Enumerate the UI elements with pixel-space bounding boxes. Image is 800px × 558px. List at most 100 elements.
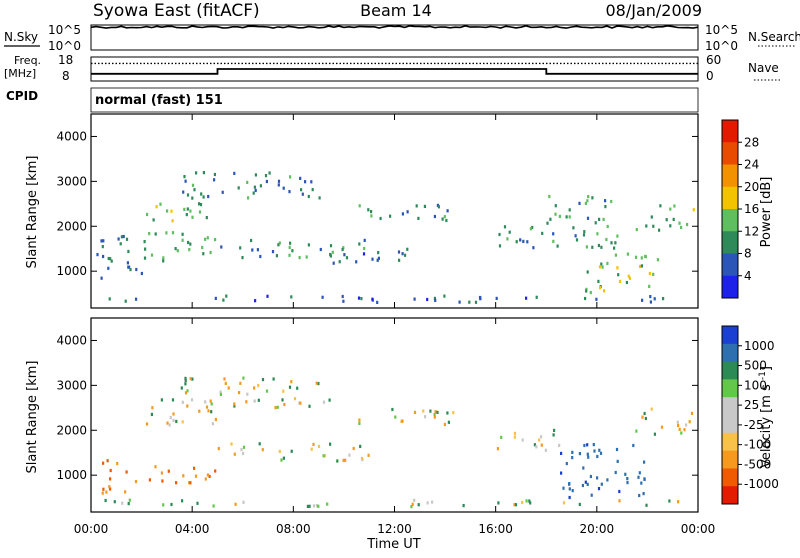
power-cells-cell bbox=[616, 234, 619, 238]
power-cells-cell bbox=[401, 212, 404, 216]
power-cells-cell bbox=[101, 245, 104, 249]
x-tick-label: 16:00 bbox=[478, 522, 513, 536]
vel-cells-cell bbox=[348, 453, 351, 457]
power-cells-cell bbox=[495, 296, 498, 300]
power-cells-cell bbox=[583, 230, 586, 234]
vel-cells-cell bbox=[175, 419, 178, 423]
vel-cells-cell bbox=[219, 390, 222, 394]
vel-cells-cell bbox=[645, 503, 648, 507]
power-ylabel: Slant Range [km] bbox=[25, 156, 40, 269]
vel-cells-cell bbox=[352, 446, 355, 451]
vel-cells-cell bbox=[190, 398, 194, 402]
power-cells-cell bbox=[266, 294, 269, 298]
power-cells-cell bbox=[652, 224, 655, 228]
vel-cells-cell bbox=[217, 447, 220, 451]
power-cells-cell bbox=[290, 295, 293, 299]
vel-cells-cell bbox=[154, 465, 157, 469]
vel-cells-cell bbox=[328, 398, 331, 402]
power-cells-cell bbox=[268, 171, 271, 175]
colorbar-swatch bbox=[722, 186, 738, 210]
vel-cells-cell bbox=[128, 498, 131, 502]
y-tick-label: 4000 bbox=[56, 333, 87, 347]
vel-cells-cell bbox=[230, 442, 233, 446]
power-cells-cell bbox=[310, 180, 313, 184]
power-cells-cell bbox=[626, 252, 629, 256]
power-cells-cell bbox=[183, 175, 186, 179]
power-cells-cell bbox=[498, 232, 501, 237]
colorbar-tick-label: 1000 bbox=[744, 339, 775, 353]
vel-cells-cell bbox=[150, 412, 153, 416]
power-cells-cell bbox=[371, 297, 374, 301]
vel-cells-cell bbox=[219, 392, 222, 396]
power-cells-cell bbox=[596, 232, 599, 236]
power-panel-frame bbox=[90, 113, 699, 309]
power-cells-cell bbox=[531, 225, 534, 230]
power-cells-cell bbox=[589, 291, 592, 295]
colorbar-tick-label: 20 bbox=[744, 180, 759, 194]
power-cells-cell bbox=[610, 199, 613, 204]
power-cells-cell bbox=[423, 204, 426, 208]
vel-cells-cell bbox=[590, 493, 593, 497]
vel-cells-cell bbox=[274, 406, 277, 410]
vel-cells-cell bbox=[637, 475, 640, 479]
power-cells-cell bbox=[585, 245, 588, 249]
colorbar-tick-label: -25 bbox=[744, 418, 764, 432]
nave-tick-top: 60 bbox=[706, 53, 721, 67]
power-cells-cell bbox=[213, 172, 216, 177]
freq-series-line bbox=[91, 68, 698, 75]
power-cells-cell bbox=[252, 191, 255, 195]
vel-cells-cell bbox=[571, 450, 574, 454]
power-cells-cell bbox=[669, 224, 672, 228]
power-cells-cell bbox=[150, 253, 154, 257]
power-cells-cell bbox=[389, 214, 392, 218]
power-cells-cell bbox=[574, 234, 577, 238]
power-cells-cell bbox=[125, 237, 129, 241]
x-tick-label: 20:00 bbox=[580, 522, 615, 536]
x-tick-label: 04:00 bbox=[175, 522, 210, 536]
x-tick-label: 00:00 bbox=[681, 522, 716, 536]
vel-cells-cell bbox=[447, 420, 450, 424]
vel-cells-cell bbox=[245, 400, 248, 404]
velocity-colorbar: 1000 500 100 25 -25 -100 -500 -1000 bbox=[721, 325, 779, 505]
vel-cells-cell bbox=[540, 443, 543, 447]
colorbar-swatch bbox=[722, 231, 738, 254]
vel-cells-cell bbox=[113, 500, 116, 504]
y-tick-label: 1000 bbox=[56, 468, 87, 482]
power-cells-cell bbox=[202, 171, 205, 175]
power-cells-cell bbox=[135, 267, 138, 272]
vel-cells-cell bbox=[521, 500, 524, 505]
power-cells-cell bbox=[601, 265, 604, 269]
power-colorbar: 28 24 20 16 12 8 4 bbox=[721, 119, 759, 299]
power-cells-cell bbox=[639, 264, 642, 269]
power-cells-cell bbox=[508, 230, 511, 234]
power-cells-cell bbox=[613, 246, 616, 250]
power-cells-cell bbox=[445, 218, 448, 223]
vel-cells-cell bbox=[212, 504, 215, 508]
power-cells-cell bbox=[628, 276, 631, 280]
power-cells-cell bbox=[358, 242, 361, 246]
power-cells-cell bbox=[304, 180, 307, 184]
vel-cells-cell bbox=[413, 498, 416, 502]
power-cells-cell bbox=[342, 299, 345, 303]
vel-cells-cell bbox=[410, 505, 413, 509]
vel-cells-cell bbox=[597, 487, 601, 491]
power-cells-cell bbox=[300, 188, 303, 192]
vel-cells-cell bbox=[544, 448, 547, 452]
power-cells-cell bbox=[321, 295, 324, 299]
power-cells-cell bbox=[519, 238, 522, 242]
vel-cells-cell bbox=[172, 418, 175, 422]
vel-cells-cell bbox=[188, 481, 191, 485]
power-cells-cell bbox=[526, 240, 529, 244]
vel-cells-cell bbox=[650, 407, 653, 411]
power-cells-cell bbox=[102, 254, 105, 259]
power-cells-cell bbox=[625, 280, 628, 285]
power-cells-cell bbox=[214, 296, 217, 300]
power-cells-cell bbox=[345, 256, 349, 260]
vel-cells-cell bbox=[276, 405, 279, 409]
power-cells-cell bbox=[635, 228, 638, 232]
vel-cells-cell bbox=[342, 458, 345, 462]
power-cells-cell bbox=[129, 268, 132, 272]
vel-cells-cell bbox=[678, 427, 681, 431]
power-cells-cell bbox=[171, 219, 174, 223]
power-cells-cell bbox=[578, 201, 581, 205]
